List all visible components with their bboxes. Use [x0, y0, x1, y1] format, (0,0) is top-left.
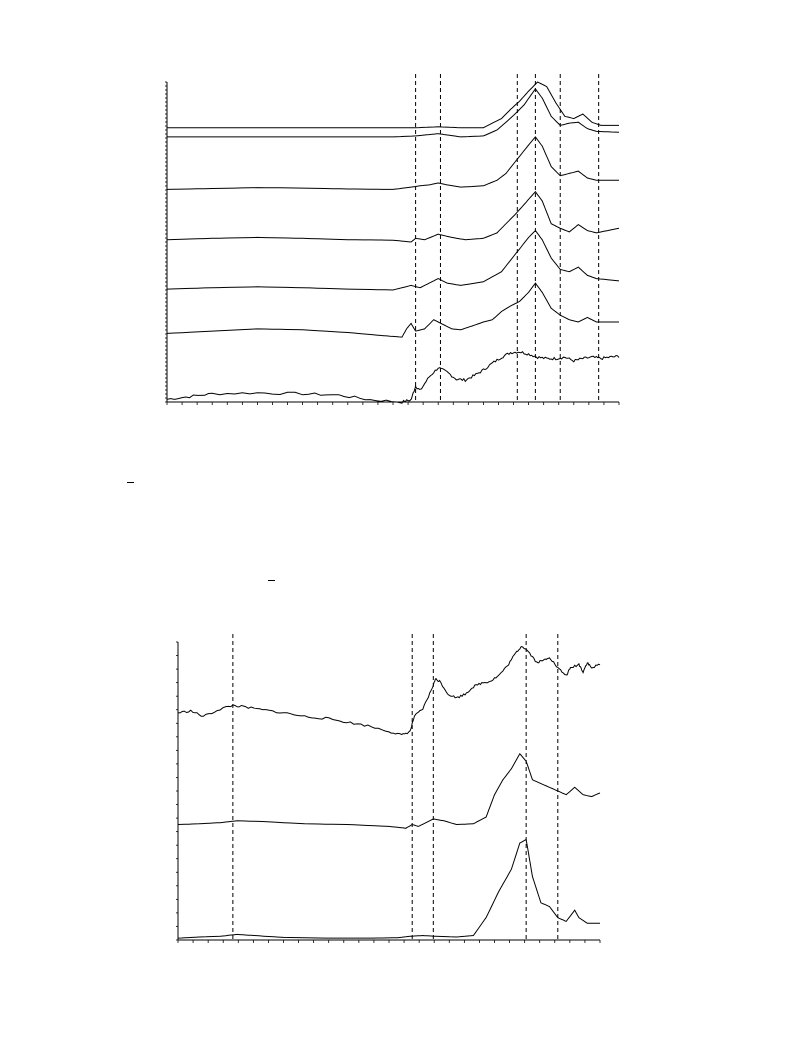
series-line: [177, 838, 600, 939]
text-fragment-mark: [127, 482, 134, 483]
chart-bottom: [176, 634, 601, 943]
chart-top: [165, 74, 620, 405]
series-line: [166, 229, 620, 291]
series-line: [177, 646, 601, 736]
chart-bottom-reference-lines: [232, 634, 559, 940]
series-line: [166, 190, 620, 243]
series-line: [166, 136, 619, 190]
series-line: [167, 88, 620, 138]
text-fragment-mark: [268, 580, 275, 581]
chart-bottom-axes: [176, 641, 601, 943]
series-line: [166, 282, 619, 338]
series-line: [167, 81, 619, 129]
chart-bottom-series: [177, 646, 601, 939]
series-line: [166, 351, 620, 404]
series-line: [177, 752, 601, 829]
chart-top-series: [166, 81, 620, 404]
chart-top-axes: [165, 81, 620, 405]
